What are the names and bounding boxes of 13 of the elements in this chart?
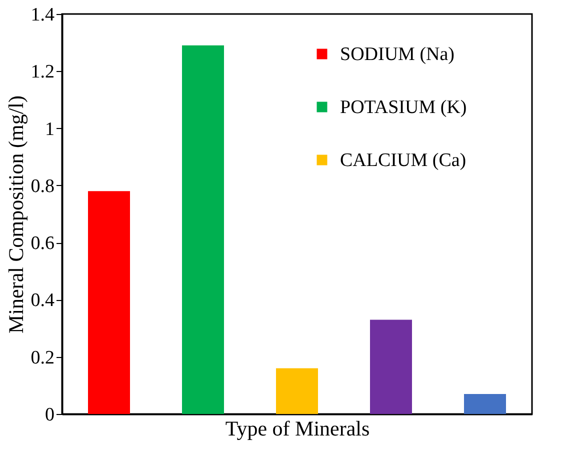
y-tick-label: 0.2 [30,347,54,368]
x-axis-title: Type of Minerals [225,416,370,440]
y-tick-label: 0.4 [30,290,55,312]
y-tick-label: 0.8 [30,176,54,197]
y-tick-label: 0 [45,404,54,426]
legend-label: SODIUM (Na) [340,44,455,65]
y-axis-title: Mineral Composition (mg/l) [4,96,28,334]
y-tick-label: 1.4 [30,4,55,26]
legend-label: POTASIUM (K) [340,97,467,118]
legend-label: CALCIUM (Ca) [340,150,466,171]
y-tick-label: 1.2 [30,62,54,83]
y-tick-label: 0.6 [30,233,54,254]
y-tick-label: 1 [45,118,54,140]
